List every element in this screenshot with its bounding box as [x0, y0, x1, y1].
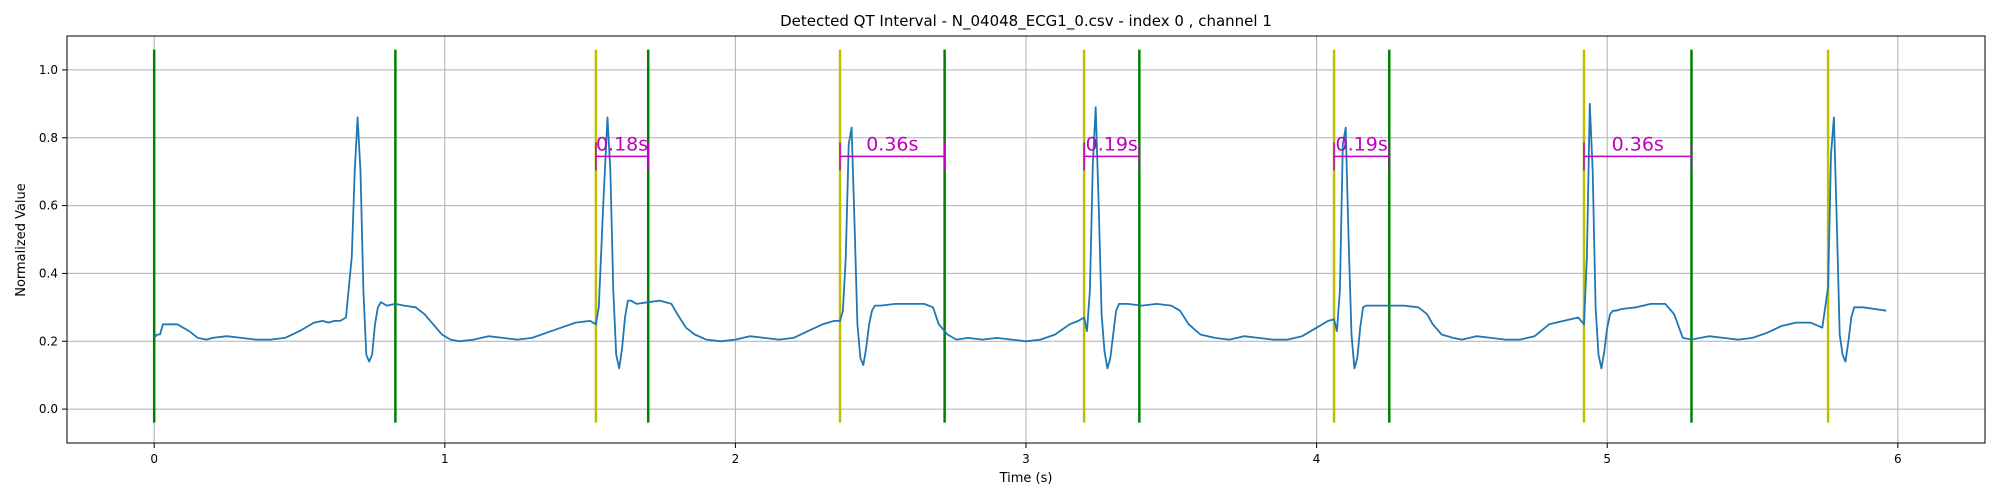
- interval-label: 0.36s: [1612, 133, 1664, 155]
- x-tick-label: 6: [1894, 452, 1902, 466]
- x-tick-label: 1: [441, 452, 449, 466]
- x-tick-label: 0: [150, 452, 158, 466]
- chart-title: Detected QT Interval - N_04048_ECG1_0.cs…: [780, 12, 1272, 31]
- axis-ticks: 0 1 2 3 4 5 6 0.0 0.2 0.4 0.6 0.8 1.0: [39, 63, 1902, 466]
- y-tick-label: 0.0: [39, 402, 58, 416]
- interval-label: 0.18s: [596, 133, 648, 155]
- x-tick-label: 3: [1022, 452, 1030, 466]
- y-tick-label: 0.4: [39, 266, 58, 280]
- interval-label: 0.19s: [1086, 133, 1138, 155]
- x-tick-label: 4: [1313, 452, 1321, 466]
- interval-label: 0.19s: [1336, 133, 1388, 155]
- interval-annotations: 0.18s 0.36s 0.19s 0.19s 0.36s: [595, 133, 1693, 171]
- grid-lines: [67, 36, 1985, 443]
- ecg-signal-line: [153, 102, 1887, 370]
- interval-label: 0.36s: [866, 133, 918, 155]
- y-tick-label: 1.0: [39, 63, 58, 77]
- x-tick-label: 2: [732, 452, 740, 466]
- y-tick-label: 0.6: [39, 199, 58, 213]
- y-tick-label: 0.2: [39, 334, 58, 348]
- x-tick-label: 5: [1603, 452, 1611, 466]
- signal-layer: [153, 102, 1887, 370]
- x-axis-label: Time (s): [999, 471, 1053, 486]
- y-axis-label: Normalized Value: [14, 183, 29, 297]
- y-tick-label: 0.8: [39, 131, 58, 145]
- marker-lines: [152, 49, 1830, 423]
